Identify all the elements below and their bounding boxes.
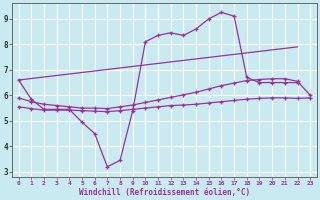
X-axis label: Windchill (Refroidissement éolien,°C): Windchill (Refroidissement éolien,°C) bbox=[79, 188, 250, 197]
